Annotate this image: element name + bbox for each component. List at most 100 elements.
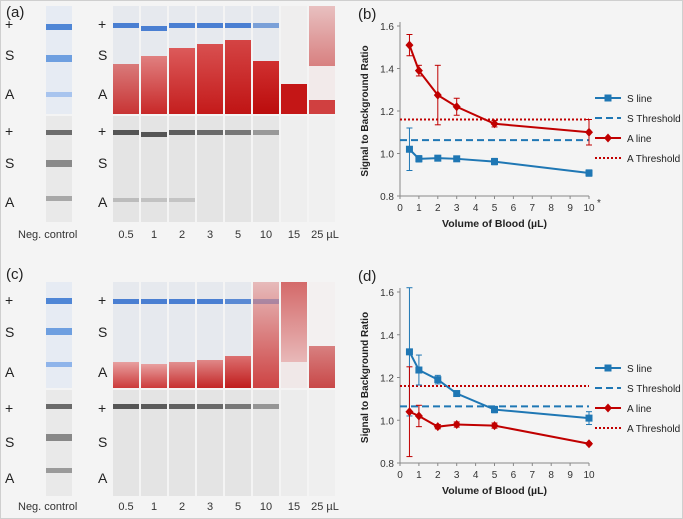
test-strip bbox=[197, 6, 223, 114]
strip-volume-label: 1 bbox=[150, 501, 158, 513]
row-label-a: A bbox=[5, 470, 15, 486]
test-strip bbox=[225, 6, 251, 114]
test-strip bbox=[225, 282, 251, 388]
data-point bbox=[585, 127, 593, 137]
x-tick-label: 0 bbox=[397, 203, 403, 214]
legend-marker bbox=[604, 94, 612, 102]
row-label-plus: + bbox=[98, 16, 107, 32]
row-label-plus: + bbox=[98, 292, 107, 308]
data-point bbox=[405, 407, 414, 417]
row-label-a: A bbox=[98, 364, 108, 380]
panel-label-c: (c) bbox=[6, 266, 24, 283]
y-tick-label: 1.6 bbox=[380, 22, 394, 33]
y-tick-label: 0.8 bbox=[380, 459, 394, 470]
row-label-s: S bbox=[5, 434, 15, 450]
data-point bbox=[585, 414, 593, 422]
data-point bbox=[491, 406, 498, 414]
data-point bbox=[434, 154, 442, 162]
test-strip-gray bbox=[281, 390, 307, 496]
x-tick-label: 5 bbox=[492, 203, 498, 214]
test-strip-gray bbox=[141, 116, 167, 222]
x-axis-label: Volume of Blood (µL) bbox=[442, 485, 547, 497]
x-axis-label: Volume of Blood (µL) bbox=[442, 218, 547, 230]
data-point bbox=[414, 66, 423, 76]
strip-volume-label: 0.5 bbox=[118, 501, 134, 513]
row-label-plus: + bbox=[5, 16, 14, 32]
neg-control-strip bbox=[46, 282, 72, 388]
chart-b: (b) 0.8 1.0 1.2 1.4 1.6 0 1 2 3 4 5 6 7 8 9 10 * Volume of… bbox=[358, 6, 681, 230]
strip-volume-label: 2 bbox=[178, 229, 186, 241]
test-strip-gray bbox=[197, 390, 223, 496]
x-tick-label: 10 bbox=[583, 203, 595, 214]
strip-volume-label: 5 bbox=[234, 501, 242, 513]
x-tick-label: 9 bbox=[567, 470, 573, 481]
y-axis-label: Signal to Background Ratio bbox=[360, 312, 371, 443]
y-tick-label: 1.6 bbox=[380, 288, 394, 299]
y-axis-label: Signal to Background Ratio bbox=[360, 45, 371, 176]
x-tick-label: 2 bbox=[435, 470, 441, 481]
x-tick-label: 1 bbox=[416, 470, 422, 481]
strip-volume-label: 25 µL bbox=[311, 229, 339, 241]
data-point bbox=[453, 155, 461, 163]
data-point bbox=[405, 348, 413, 356]
x-tick-label: 6 bbox=[511, 470, 517, 481]
row-label-a: A bbox=[5, 86, 15, 102]
data-point bbox=[585, 439, 593, 449]
series-line bbox=[408, 44, 590, 134]
x-tick-label: 7 bbox=[530, 203, 536, 214]
x-tick-label: 1 bbox=[416, 203, 422, 214]
strip-volume-label: 10 bbox=[259, 501, 273, 513]
y-tick-label: 1.0 bbox=[380, 150, 394, 161]
strip-volume-label: 5 bbox=[234, 229, 242, 241]
panel-label: (d) bbox=[358, 268, 376, 285]
data-point bbox=[415, 366, 423, 374]
legend-label: S line bbox=[627, 94, 652, 105]
legend-marker bbox=[604, 133, 612, 143]
row-label-plus: + bbox=[5, 292, 14, 308]
test-strip-gray bbox=[253, 390, 279, 496]
legend-label: A line bbox=[627, 134, 652, 145]
x-tick-label: 4 bbox=[473, 470, 479, 481]
row-label-s: S bbox=[98, 434, 108, 450]
strip-volume-label: 3 bbox=[206, 501, 214, 513]
test-strip-gray bbox=[113, 390, 139, 496]
strip-volume-label: 15 bbox=[287, 229, 301, 241]
test-strip-gray bbox=[141, 390, 167, 496]
row-label-a: A bbox=[5, 364, 15, 380]
data-point bbox=[453, 390, 461, 398]
row-label-s: S bbox=[5, 324, 15, 340]
x-tick-label: 7 bbox=[530, 470, 536, 481]
x-tick-label: 3 bbox=[454, 203, 460, 214]
row-label-plus: + bbox=[98, 400, 107, 416]
x-tick-label: 0 bbox=[397, 470, 403, 481]
x-tick-label: 8 bbox=[548, 470, 554, 481]
neg-control-strip bbox=[46, 6, 72, 114]
row-label-s: S bbox=[98, 47, 108, 63]
strip-volume-label: 3 bbox=[206, 229, 214, 241]
test-strip bbox=[309, 282, 335, 388]
x-tick-label: 3 bbox=[454, 470, 460, 481]
row-label-plus: + bbox=[5, 123, 14, 139]
test-strip bbox=[309, 6, 335, 114]
x-tick-label: 6 bbox=[511, 203, 517, 214]
test-strip bbox=[113, 282, 139, 388]
x-tick-label: 8 bbox=[548, 203, 554, 214]
row-label-s: S bbox=[5, 47, 15, 63]
data-point bbox=[405, 145, 413, 153]
neg-control-strip-gray bbox=[46, 390, 72, 496]
test-strip-gray bbox=[253, 116, 279, 222]
strip-volume-label: 2 bbox=[178, 501, 186, 513]
strip-volume-label: 0.5 bbox=[118, 229, 134, 241]
x-tick-label: 5 bbox=[492, 470, 498, 481]
row-label-s: S bbox=[98, 155, 108, 171]
test-strip bbox=[141, 282, 167, 388]
row-label-s: S bbox=[98, 324, 108, 340]
x-tick-label: 9 bbox=[567, 203, 573, 214]
legend-marker bbox=[604, 364, 612, 372]
test-strip bbox=[169, 282, 195, 388]
data-point bbox=[434, 376, 442, 384]
legend-label: A Threshold bbox=[627, 154, 680, 165]
series-line bbox=[408, 351, 590, 420]
y-tick-label: 1.4 bbox=[380, 65, 394, 76]
data-point bbox=[433, 422, 442, 432]
